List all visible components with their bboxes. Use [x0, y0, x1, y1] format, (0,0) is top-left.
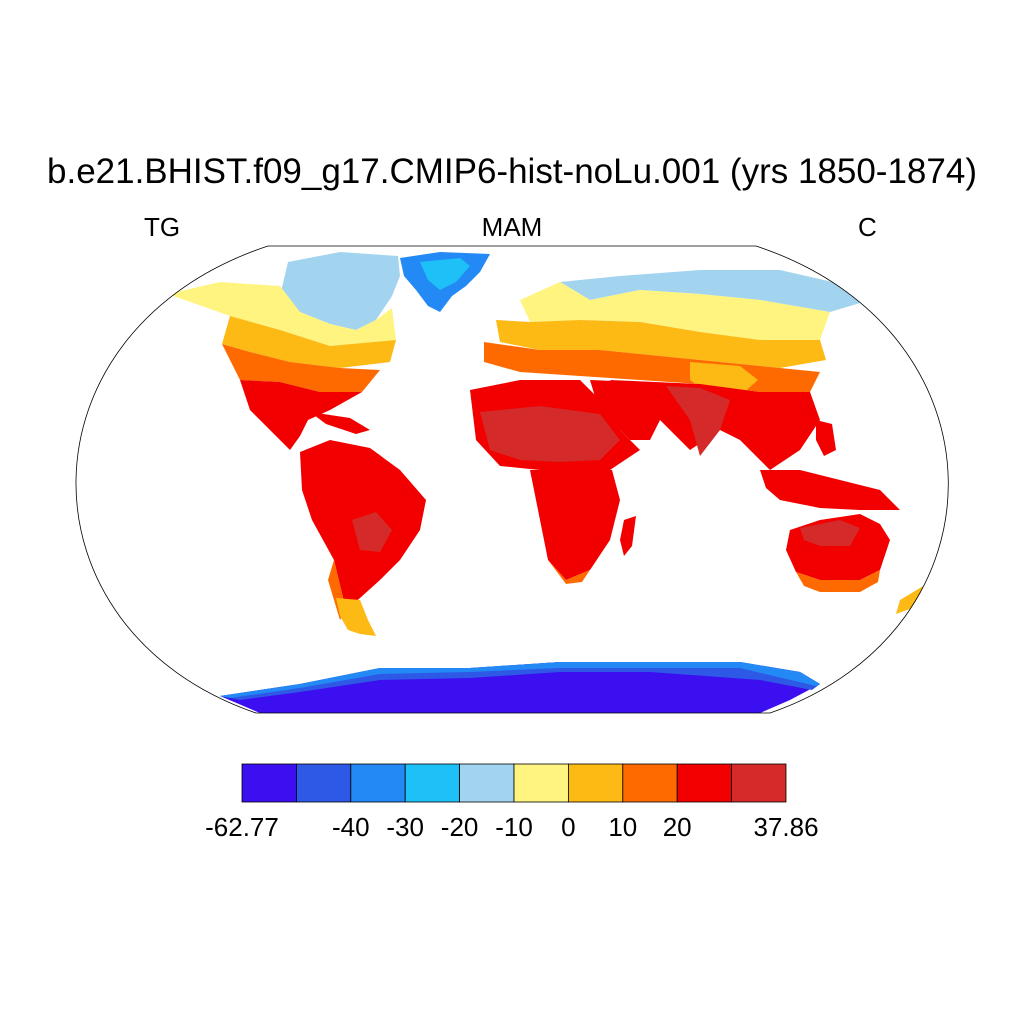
colorbar-swatch	[350, 763, 406, 803]
colorbar-tick-label: -30	[386, 812, 424, 842]
colorbar-tick-label: 10	[608, 812, 638, 842]
colorbar-swatch	[622, 763, 678, 803]
antarctica-edge-band	[220, 662, 820, 698]
colorbar-tick-label: 0	[561, 812, 576, 842]
colorbar-swatch	[676, 763, 733, 803]
india-hot	[666, 386, 730, 456]
colorbar-swatch	[241, 763, 297, 803]
colorbar-swatch	[731, 763, 787, 803]
north-america-arctic	[280, 252, 400, 330]
colorbar	[241, 763, 787, 803]
colorbar-tick-label: -62.77	[205, 812, 279, 842]
units-label: C	[858, 212, 877, 242]
map-border	[75, 245, 949, 714]
season-label: MAM	[481, 212, 543, 242]
patagonia	[336, 598, 376, 636]
africa-sahara	[480, 406, 620, 462]
north-america-cold	[168, 282, 396, 346]
north-america-mid	[222, 316, 396, 368]
colorbar-tick-label: 37.86	[753, 812, 819, 842]
indonesia	[760, 470, 900, 510]
eurasia-mid	[496, 320, 826, 368]
new-zealand	[896, 582, 936, 614]
africa-south	[548, 560, 590, 584]
eurasia-cold	[520, 282, 830, 340]
eurasia-arctic	[560, 270, 870, 312]
colorbar-swatch	[295, 763, 352, 803]
colorbar-tick-label: -40	[332, 812, 370, 842]
colorbar-tick-label: -10	[495, 812, 533, 842]
africa-central	[530, 470, 620, 580]
south-america-hot	[352, 512, 392, 552]
madagascar	[620, 516, 636, 556]
greenland-interior	[420, 258, 470, 290]
colorbar-swatch	[404, 763, 461, 803]
australia-hot	[800, 520, 860, 546]
colorbar-tick-label: 20	[662, 812, 692, 842]
colorbar-tick-label: -20	[440, 812, 479, 842]
central-america	[240, 380, 362, 450]
philippines	[816, 420, 836, 456]
colorbar-swatch	[459, 763, 515, 803]
variable-label: TG	[144, 212, 181, 242]
australia-south	[796, 570, 880, 592]
arabia	[590, 380, 660, 440]
plot-title: b.e21.BHIST.f09_g17.CMIP6-hist-noLu.001 …	[47, 152, 977, 191]
colorbar-swatch	[568, 763, 624, 803]
caribbean-islands	[310, 412, 370, 434]
north-america-warm	[222, 344, 380, 392]
colorbar-swatch	[513, 763, 569, 803]
